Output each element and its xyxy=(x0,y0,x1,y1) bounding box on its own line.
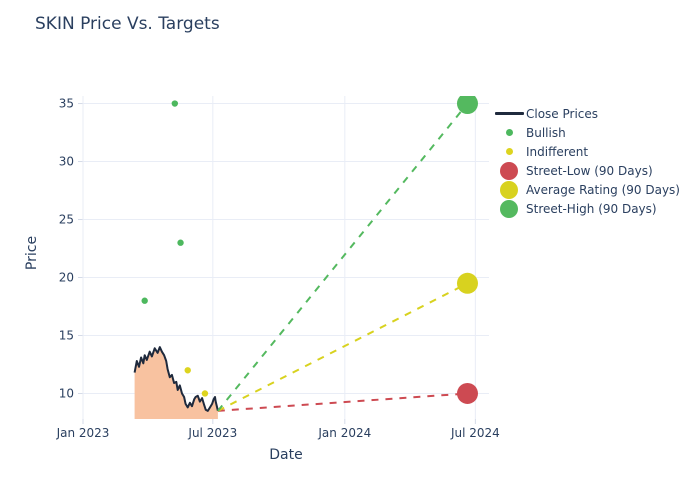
y-tick-label: 10 xyxy=(59,386,74,400)
chart-title: SKIN Price Vs. Targets xyxy=(35,14,220,34)
y-tick-label: 20 xyxy=(59,271,74,285)
close-price-line[interactable] xyxy=(133,346,219,412)
legend-item-indifferent[interactable]: Indifferent xyxy=(492,142,680,161)
legend-item-bullish[interactable]: Bullish xyxy=(492,123,680,142)
dot-swatch-icon xyxy=(492,199,526,218)
y-tick-label: 25 xyxy=(59,213,74,227)
legend-item-street-high-90-days[interactable]: Street-High (90 Days) xyxy=(492,199,680,218)
legend-item-average-rating-90-days[interactable]: Average Rating (90 Days) xyxy=(492,180,680,199)
legend-label: Average Rating (90 Days) xyxy=(526,182,680,197)
legend-item-street-low-90-days[interactable]: Street-Low (90 Days) xyxy=(492,161,680,180)
x-tick-label: Jul 2023 xyxy=(187,426,237,440)
legend-item-close-prices[interactable]: Close Prices xyxy=(492,104,680,123)
y-tick-label: 15 xyxy=(59,328,74,342)
gridlines: 10 15 20 25 30 35 Jan 2023 Jul 2023 Jan 2024 Jul … xyxy=(56,96,500,440)
target-dashed-line xyxy=(217,282,468,412)
rating-point[interactable] xyxy=(141,297,148,304)
x-axis-title: Date xyxy=(269,447,303,463)
dot-swatch-icon xyxy=(492,161,526,180)
x-tick-label: Jan 2024 xyxy=(317,426,371,440)
target-marker[interactable] xyxy=(456,93,478,115)
y-axis-title: Price xyxy=(24,235,40,271)
line-swatch-icon xyxy=(492,112,526,115)
dot-swatch-icon xyxy=(492,180,526,199)
legend-label: Street-Low (90 Days) xyxy=(526,163,653,178)
rating-point[interactable] xyxy=(171,100,179,107)
y-tick-label: 35 xyxy=(59,97,74,111)
target-marker[interactable] xyxy=(456,272,478,294)
x-tick-label: Jul 2024 xyxy=(450,426,500,440)
target-dashed-line xyxy=(217,102,469,412)
dot-swatch-icon xyxy=(492,148,526,155)
target-dashed-line xyxy=(217,392,468,412)
y-tick-label: 30 xyxy=(59,155,74,169)
x-tick-label: Jan 2023 xyxy=(56,426,110,440)
rating-point[interactable] xyxy=(201,390,209,397)
rating-point[interactable] xyxy=(184,367,191,374)
target-marker[interactable] xyxy=(456,382,478,404)
rating-point[interactable] xyxy=(177,239,184,246)
data-layer xyxy=(133,93,478,419)
legend-label: Indifferent xyxy=(526,144,589,159)
legend-label: Close Prices xyxy=(526,106,599,121)
legend-label: Bullish xyxy=(526,125,566,140)
dot-swatch-icon xyxy=(492,129,526,136)
legend: Close Prices Bullish Indifferent Street-Low… xyxy=(492,104,680,218)
legend-label: Street-High (90 Days) xyxy=(526,201,657,216)
